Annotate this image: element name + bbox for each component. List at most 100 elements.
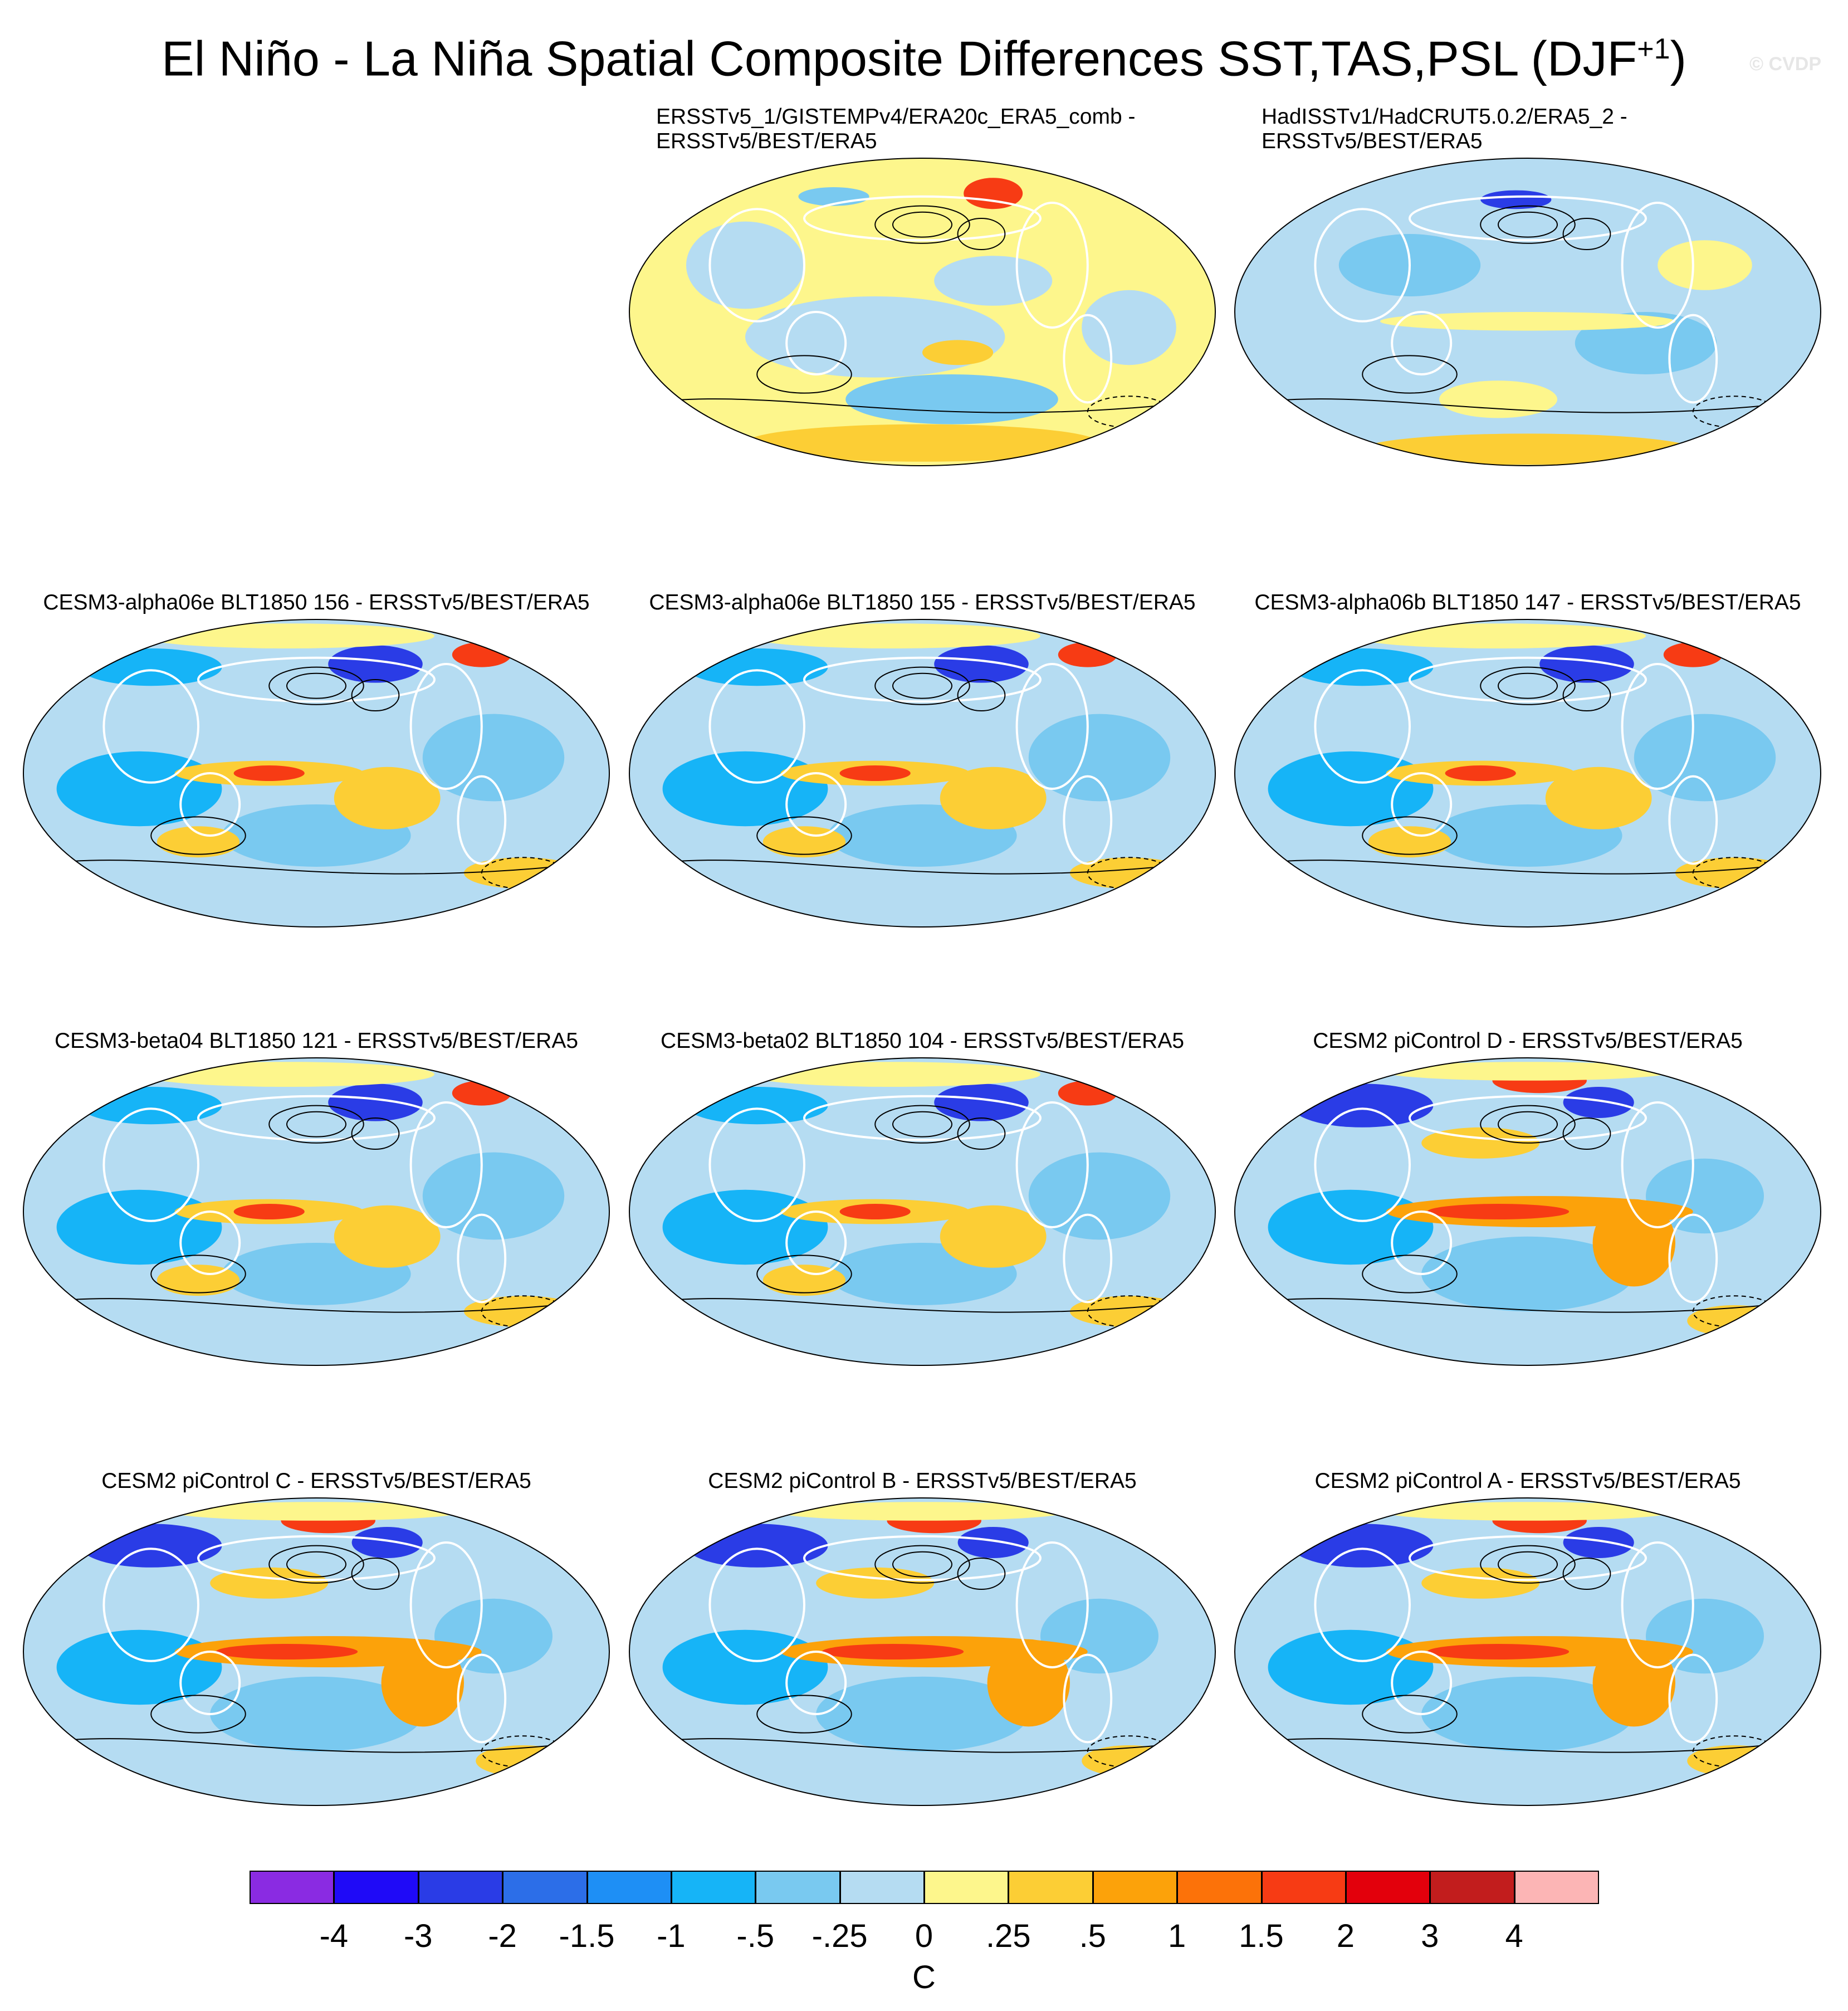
map-border bbox=[23, 1497, 610, 1806]
anomaly-region bbox=[351, 1527, 423, 1558]
colorbar-segment bbox=[1008, 1871, 1093, 1904]
psl-contour bbox=[756, 816, 852, 855]
anomaly-region bbox=[216, 1644, 358, 1659]
anomaly-region bbox=[686, 648, 828, 686]
panel-title-line: ERSSTv5/BEST/ERA5 bbox=[1262, 129, 1483, 153]
robinson-map bbox=[629, 1497, 1216, 1806]
panel-title-line: CESM3-alpha06b BLT1850 147 - ERSSTv5/BES… bbox=[1254, 590, 1801, 614]
psl-contour bbox=[892, 211, 952, 238]
colorbar-segment bbox=[1514, 1871, 1599, 1904]
anomaly-region bbox=[1268, 1189, 1434, 1265]
anomaly-region bbox=[686, 1524, 828, 1568]
map-panel: CESM3-alpha06e BLT1850 155 - ERSSTv5/BES… bbox=[627, 566, 1218, 956]
colorbar bbox=[250, 1871, 1599, 1906]
anomaly-region bbox=[422, 1152, 565, 1240]
anomaly-region bbox=[1292, 648, 1434, 686]
coastline bbox=[1668, 1213, 1718, 1304]
map-panel: CESM3-beta04 BLT1850 121 - ERSSTv5/BEST/… bbox=[21, 1004, 612, 1394]
coastline bbox=[179, 1210, 241, 1275]
map-panel: CESM2 piControl C - ERSSTv5/BEST/ERA5 bbox=[21, 1444, 612, 1834]
robinson-map bbox=[23, 1497, 610, 1806]
anomaly-region bbox=[56, 1629, 222, 1705]
coastline bbox=[1668, 1653, 1718, 1744]
psl-contour bbox=[1235, 1298, 1821, 1313]
figure-title: El Niño - La Niña Spatial Composite Diff… bbox=[0, 21, 1848, 86]
anomaly-region bbox=[745, 424, 1099, 462]
map-panel: CESM3-alpha06e BLT1850 156 - ERSSTv5/BES… bbox=[21, 566, 612, 956]
colorbar-segment bbox=[1092, 1871, 1178, 1904]
anomaly-region bbox=[56, 1189, 222, 1265]
colorbar-segment bbox=[1261, 1871, 1346, 1904]
panel-title-line: CESM2 piControl A - ERSSTv5/BEST/ERA5 bbox=[1314, 1469, 1741, 1493]
map-border bbox=[629, 158, 1216, 466]
anomaly-region bbox=[1445, 765, 1516, 781]
map-border bbox=[629, 1497, 1216, 1806]
colorbar-tick-label: 0 bbox=[915, 1918, 933, 1954]
anomaly-region bbox=[80, 648, 222, 686]
map-border bbox=[629, 619, 1216, 928]
map-panel: CESM2 piControl D - ERSSTv5/BEST/ERA5 bbox=[1233, 1004, 1823, 1394]
psl-contour bbox=[1480, 205, 1576, 244]
psl-contour bbox=[150, 1255, 246, 1294]
colorbar-segment bbox=[250, 1871, 335, 1904]
psl-contour bbox=[1562, 218, 1611, 250]
psl-contour bbox=[756, 1695, 852, 1734]
coastline bbox=[785, 1651, 847, 1715]
map-border bbox=[1234, 1497, 1821, 1806]
psl-contour bbox=[23, 860, 609, 875]
anomaly-region bbox=[1268, 1629, 1434, 1705]
coastline bbox=[1621, 1101, 1694, 1228]
panel-title: ERSSTv5_1/GISTEMPv4/ERA20c_ERA5_comb - ER… bbox=[656, 105, 1218, 154]
anomaly-region bbox=[1028, 714, 1171, 802]
anomaly-region bbox=[1082, 290, 1176, 365]
panel-title-line: CESM2 piControl D - ERSSTv5/BEST/ERA5 bbox=[1313, 1029, 1743, 1053]
coastline bbox=[409, 663, 483, 790]
anomaly-region bbox=[1634, 714, 1776, 802]
anomaly-region bbox=[1427, 1204, 1570, 1219]
colorbar-segment bbox=[1177, 1871, 1262, 1904]
anomaly-region bbox=[934, 256, 1053, 306]
psl-contour bbox=[1480, 666, 1576, 705]
watermark: © CVDP bbox=[1749, 53, 1821, 75]
coastline bbox=[457, 775, 507, 865]
coastline bbox=[1621, 202, 1694, 329]
anomaly-region bbox=[334, 767, 441, 829]
anomaly-region bbox=[1380, 1062, 1675, 1081]
psl-contour bbox=[1480, 1105, 1576, 1144]
map-panel: ERSSTv5_1/GISTEMPv4/ERA20c_ERA5_comb - ER… bbox=[627, 105, 1218, 495]
anomaly-region bbox=[80, 1524, 222, 1568]
anomaly-region bbox=[934, 1083, 1029, 1121]
anomaly-region bbox=[1292, 1524, 1434, 1568]
anomaly-region bbox=[934, 645, 1029, 683]
anomaly-region bbox=[964, 178, 1023, 209]
coastline bbox=[1015, 1541, 1089, 1668]
coastline bbox=[1314, 669, 1411, 784]
coastline bbox=[1314, 1107, 1411, 1222]
robinson-map bbox=[23, 619, 610, 928]
coastline bbox=[1063, 1653, 1113, 1744]
anomaly-region bbox=[1028, 1152, 1171, 1240]
colorbar-tick-label: 4 bbox=[1505, 1918, 1523, 1954]
anomaly-region bbox=[845, 374, 1058, 424]
coastline bbox=[197, 656, 436, 703]
panel-title: CESM3-alpha06e BLT1850 155 - ERSSTv5/BES… bbox=[627, 590, 1218, 615]
coastline bbox=[1015, 663, 1089, 790]
anomaly-region bbox=[233, 1204, 305, 1219]
map-panel: CESM2 piControl A - ERSSTv5/BEST/ERA5 bbox=[1233, 1444, 1823, 1834]
coastline bbox=[1063, 775, 1113, 865]
map-panel: CESM2 piControl B - ERSSTv5/BEST/ERA5 bbox=[627, 1444, 1218, 1834]
coastline bbox=[803, 195, 1042, 242]
psl-contour bbox=[1362, 355, 1458, 394]
map-panel: CESM3-beta02 BLT1850 104 - ERSSTv5/BEST/… bbox=[627, 1004, 1218, 1394]
anomaly-region bbox=[422, 714, 565, 802]
psl-contour bbox=[23, 1298, 609, 1313]
anomaly-region bbox=[1539, 645, 1634, 683]
psl-contour bbox=[23, 1738, 609, 1753]
psl-contour bbox=[286, 672, 346, 699]
psl-contour bbox=[1498, 672, 1558, 699]
panel-title-line: ERSSTv5/BEST/ERA5 bbox=[656, 129, 877, 153]
psl-contour bbox=[874, 1545, 970, 1584]
psl-contour bbox=[1480, 1545, 1576, 1584]
coastline bbox=[197, 1095, 436, 1141]
anomaly-region bbox=[80, 1087, 222, 1125]
